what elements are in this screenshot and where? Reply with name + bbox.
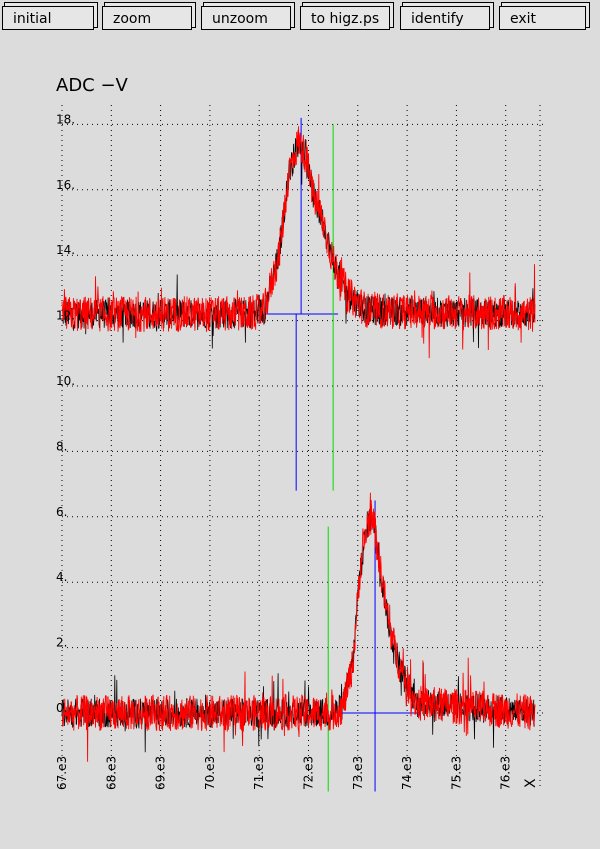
- chart-traces: [61, 126, 536, 762]
- lower-trace-red: [61, 492, 536, 762]
- chart-grid: [61, 105, 545, 790]
- chart-markers: [259, 117, 420, 792]
- x-tick-label: 76.e3: [499, 756, 513, 790]
- x-tick-label: 75.e3: [449, 756, 463, 790]
- x-tick-label: 69.e3: [154, 756, 168, 790]
- y-tick-label: 12.: [56, 309, 75, 323]
- y-tick-label: 16.: [56, 178, 75, 192]
- to-higz-ps-button[interactable]: to higz.ps: [300, 6, 390, 30]
- x-tick-label: 68.e3: [104, 756, 118, 790]
- y-tick-label: 4.: [56, 570, 67, 584]
- y-tick-label: 2.: [56, 636, 67, 650]
- y-tick-label: 0.: [56, 701, 67, 715]
- x-tick-label: 72.e3: [302, 756, 316, 790]
- chart-ticks: 0. 2. 4. 6. 8. 10. 12. 14. 16. 18. 67.e3 68.e3 69.e3…: [55, 112, 513, 790]
- zoom-button[interactable]: zoom: [102, 6, 192, 30]
- identify-button[interactable]: identify: [400, 6, 490, 30]
- y-tick-label: 8.: [56, 439, 67, 453]
- x-tick-label: 74.e3: [400, 756, 414, 790]
- x-tick-label: 67.e3: [55, 756, 69, 790]
- y-axis-label: ADC −V: [56, 75, 129, 96]
- y-tick-label: 18.: [56, 112, 75, 126]
- y-tick-label: 6.: [56, 505, 67, 519]
- exit-button[interactable]: exit: [499, 6, 586, 30]
- x-tick-label: 70.e3: [203, 756, 217, 790]
- initial-button[interactable]: initial: [2, 6, 94, 30]
- x-tick-label: 73.e3: [351, 756, 365, 790]
- y-tick-label: 10.: [56, 374, 75, 388]
- unzoom-button[interactable]: unzoom: [201, 6, 291, 30]
- x-axis-label: X: [523, 778, 539, 788]
- x-tick-label: 71.e3: [252, 756, 266, 790]
- upper-trace-red: [61, 126, 536, 359]
- y-tick-label: 14.: [56, 243, 75, 257]
